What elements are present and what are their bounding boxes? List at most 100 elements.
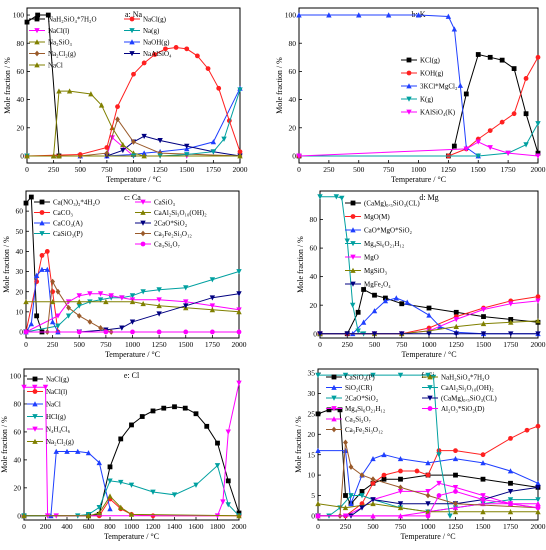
data-point [236, 380, 242, 386]
data-point [115, 104, 120, 110]
legend-swatch-marker [140, 220, 146, 226]
data-point [39, 253, 45, 258]
data-point [156, 311, 162, 317]
data-point [171, 492, 178, 498]
data-point [453, 448, 458, 454]
x-tick-label: 1750 [503, 522, 518, 531]
x-tick-label: 1500 [476, 522, 491, 531]
data-point [480, 320, 487, 327]
legend-swatch-marker [406, 57, 412, 63]
chart-panel-4: 0 250 500 750 1000 1250 1500 1750 2000 0 20 40 60 80 T… [296, 190, 546, 359]
data-point [508, 319, 514, 325]
data-point [397, 455, 404, 462]
data-point [183, 329, 189, 335]
data-point [508, 435, 513, 441]
data-point [508, 331, 514, 337]
series-8 [24, 87, 243, 159]
legend-label: Mg₄Si₆O₂₁H₁₂ [364, 240, 405, 248]
data-point [97, 297, 104, 303]
data-point [343, 493, 348, 498]
y-tick-label: 10 [16, 307, 24, 316]
data-point [398, 468, 403, 474]
data-point [98, 102, 105, 108]
data-point [370, 480, 376, 486]
data-point [118, 504, 124, 510]
series-9 [24, 153, 243, 159]
data-point [55, 313, 61, 319]
data-point [28, 194, 34, 200]
y-axis-label: Mole fraction / % [3, 57, 12, 114]
series-line [320, 288, 539, 335]
data-point [480, 509, 486, 515]
data-point [184, 46, 190, 52]
legend-label: CaSiO₃(P) [345, 374, 375, 382]
data-point [204, 423, 210, 429]
data-point [453, 317, 459, 323]
x-tick-label: 500 [367, 522, 379, 531]
legend-swatch-marker [32, 389, 38, 394]
data-point [103, 298, 109, 305]
x-tick-label: 500 [74, 340, 86, 349]
data-point [120, 147, 126, 154]
y-tick-label: 100 [13, 11, 25, 20]
y-tick-label: 80 [310, 215, 318, 224]
data-point [76, 293, 82, 299]
data-point [453, 489, 458, 494]
data-point [453, 323, 459, 329]
data-point [76, 303, 82, 309]
series-line [299, 53, 539, 157]
x-tick-label: 2000 [531, 522, 546, 531]
x-tick-label: 1000 [126, 165, 141, 174]
data-point [107, 478, 113, 484]
x-tick-label: 750 [100, 340, 112, 349]
legend-label: CaCO₃ [53, 209, 74, 217]
data-point [535, 484, 541, 491]
data-point [350, 302, 356, 308]
data-point [344, 331, 350, 337]
x-tick-label: 750 [396, 340, 408, 349]
data-point [480, 460, 486, 466]
data-point [326, 12, 332, 18]
legend-swatch-marker [39, 231, 45, 237]
legend-swatch-marker [406, 83, 412, 89]
data-point [209, 295, 216, 301]
data-point [215, 440, 220, 446]
data-point [156, 302, 162, 309]
data-point [348, 493, 354, 499]
data-point [535, 150, 541, 156]
data-point [107, 506, 113, 512]
data-point [129, 422, 134, 428]
data-point [404, 299, 410, 305]
x-tick-label: 500 [75, 165, 87, 174]
data-point [359, 472, 365, 479]
series-2 [296, 54, 541, 159]
x-tick-label: 1200 [146, 522, 161, 531]
legend-swatch-marker [34, 62, 40, 68]
y-tick-label: 0 [17, 511, 21, 520]
x-tick-label: 750 [395, 522, 407, 531]
data-point [76, 329, 82, 335]
chart-panel-5: 0 200 400 600 800 1000 1200 1400 1600 1800 2000 0 20… [0, 368, 247, 541]
series-4 [317, 194, 367, 337]
y-tick-label: 60 [16, 207, 24, 216]
data-point [398, 484, 403, 491]
series-line [299, 14, 479, 157]
x-tick-label: 1250 [441, 165, 456, 174]
y-tick-label: 0 [313, 329, 317, 338]
data-point [173, 45, 179, 50]
series-7 [317, 331, 541, 337]
x-tick-label: 1600 [189, 522, 204, 531]
y-axis-label: Mole fraction / % [2, 236, 11, 293]
data-point [381, 476, 387, 482]
data-point [397, 504, 404, 511]
data-point [359, 493, 365, 499]
data-point [195, 53, 200, 59]
legend-swatch-marker [129, 39, 135, 45]
legend-swatch-marker [32, 438, 38, 444]
data-point [55, 323, 61, 329]
y-tick-label: 60 [310, 244, 318, 253]
data-point [535, 509, 541, 515]
legend-label: Na(g) [143, 27, 160, 35]
data-point [184, 152, 190, 158]
data-point [107, 464, 113, 470]
